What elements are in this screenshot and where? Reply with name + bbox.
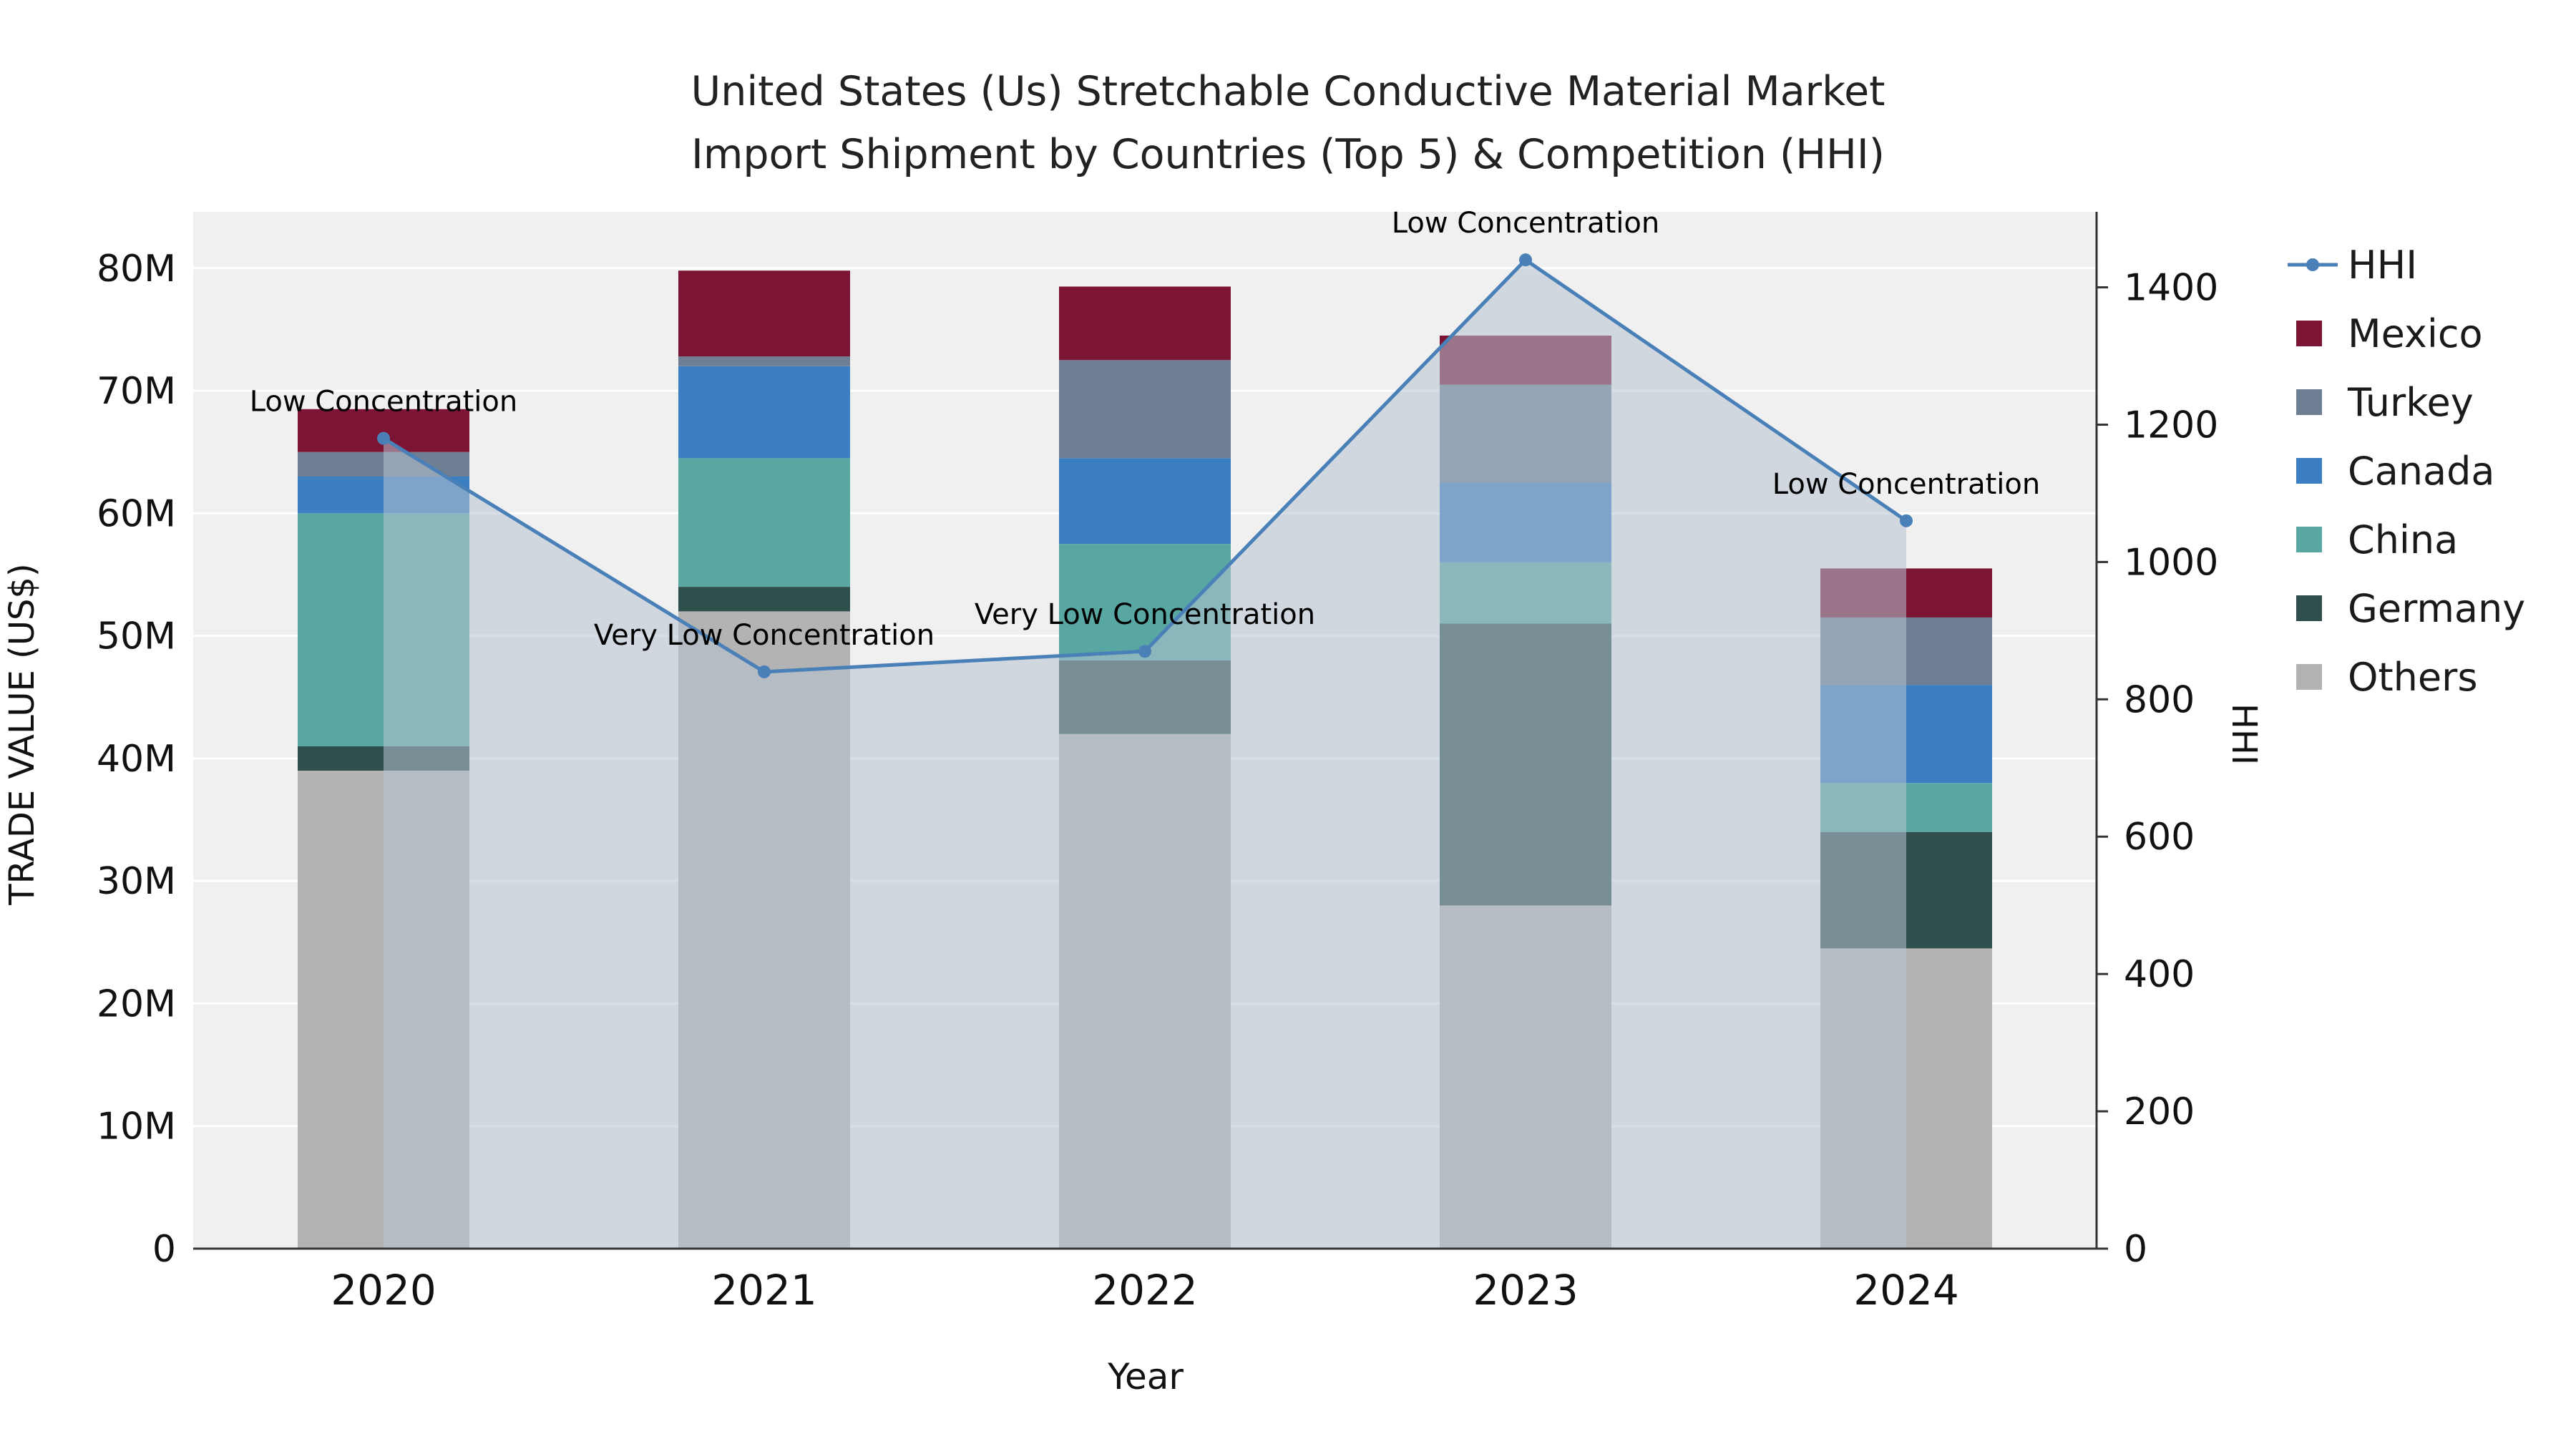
hhi-marker-2023[interactable]	[1519, 253, 1532, 267]
left-axis-tick-label: 0	[152, 1228, 176, 1271]
legend-square-marker-icon	[2286, 321, 2339, 346]
legend-color-swatch	[2296, 527, 2322, 552]
y-axis-title-left: TRADE VALUE (US$)	[2, 563, 42, 905]
chart-title-line-2: Import Shipment by Countries (Top 5) & C…	[691, 131, 1885, 178]
annotation-2024: Low Concentration	[1772, 468, 2040, 501]
legend-square-marker-icon	[2286, 664, 2339, 690]
legend-color-swatch	[2296, 664, 2322, 690]
legend-color-swatch	[2296, 321, 2322, 346]
x-axis-title: Year	[1108, 1356, 1184, 1397]
legend-label: Turkey	[2348, 379, 2474, 425]
left-axis-tick-label: 80M	[97, 248, 176, 291]
legend-square-marker-icon	[2286, 458, 2339, 484]
left-axis-tick-label: 60M	[97, 492, 176, 535]
legend-label: China	[2348, 517, 2459, 562]
legend-item-germany[interactable]: Germany	[2286, 574, 2525, 643]
x-axis-tick-label: 2020	[331, 1266, 436, 1314]
x-axis-tick-label: 2022	[1092, 1266, 1198, 1314]
legend-square-marker-icon	[2286, 527, 2339, 552]
legend-label: Others	[2348, 654, 2478, 700]
legend-item-canada[interactable]: Canada	[2286, 436, 2525, 505]
right-axis-tick-label: 1200	[2124, 404, 2218, 447]
x-axis-tick-label: 2021	[711, 1266, 817, 1314]
legend-item-turkey[interactable]: Turkey	[2286, 368, 2525, 436]
chart-title-line-1: United States (Us) Stretchable Conductiv…	[691, 68, 1885, 115]
x-axis-tick-label: 2024	[1853, 1266, 1959, 1314]
chart-title: United States (Us) Stretchable Conductiv…	[0, 60, 2576, 186]
legend-line-marker-icon	[2286, 255, 2339, 274]
bar-segment-turkey-2021[interactable]	[678, 356, 850, 366]
bar-segment-china-2021[interactable]	[678, 458, 850, 587]
legend: HHI Mexico Turkey Canada China Germany Others	[2286, 230, 2525, 711]
left-axis-tick-label: 20M	[97, 982, 176, 1025]
annotation-2022: Very Low Concentration	[975, 598, 1315, 631]
right-axis-tick-label: 400	[2124, 953, 2195, 996]
right-axis-tick-label: 1400	[2124, 267, 2218, 310]
bar-segment-germany-2021[interactable]	[678, 587, 850, 612]
legend-item-china[interactable]: China	[2286, 505, 2525, 574]
left-axis-tick-label: 30M	[97, 860, 176, 903]
right-axis-tick-label: 200	[2124, 1091, 2195, 1133]
legend-item-mexico[interactable]: Mexico	[2286, 299, 2525, 368]
legend-square-marker-icon	[2286, 595, 2339, 621]
legend-label: HHI	[2348, 242, 2418, 288]
bar-segment-turkey-2022[interactable]	[1059, 360, 1231, 459]
y-axis-title-right: HHI	[2224, 703, 2264, 766]
annotation-2023: Low Concentration	[1392, 207, 1659, 240]
bar-segment-canada-2022[interactable]	[1059, 458, 1231, 545]
legend-color-swatch	[2296, 389, 2322, 415]
right-axis-tick-label: 800	[2124, 678, 2195, 721]
legend-label: Germany	[2348, 585, 2526, 631]
bar-segment-mexico-2022[interactable]	[1059, 286, 1231, 361]
bar-segment-canada-2021[interactable]	[678, 366, 850, 459]
right-axis-tick-label: 1000	[2124, 541, 2218, 584]
legend-label: Canada	[2348, 448, 2495, 494]
left-axis-tick-label: 50M	[97, 615, 176, 658]
annotation-2021: Very Low Concentration	[594, 619, 935, 652]
right-axis-tick-label: 600	[2124, 816, 2195, 859]
x-axis-tick-label: 2023	[1473, 1266, 1579, 1314]
hhi-marker-2020[interactable]	[377, 431, 390, 445]
legend-item-hhi[interactable]: HHI	[2286, 230, 2525, 299]
legend-square-marker-icon	[2286, 389, 2339, 415]
left-axis-tick-label: 10M	[97, 1106, 176, 1148]
legend-color-swatch	[2296, 595, 2322, 621]
bar-segment-mexico-2021[interactable]	[678, 270, 850, 357]
annotation-2020: Low Concentration	[250, 386, 517, 419]
legend-color-swatch	[2296, 458, 2322, 484]
hhi-marker-2024[interactable]	[1900, 514, 1913, 527]
hhi-marker-2022[interactable]	[1138, 645, 1151, 658]
hhi-area	[384, 260, 1906, 1249]
left-axis-tick-label: 40M	[97, 738, 176, 781]
legend-item-others[interactable]: Others	[2286, 643, 2525, 711]
right-axis-tick-label: 0	[2124, 1228, 2147, 1271]
legend-label: Mexico	[2348, 311, 2483, 356]
left-axis-tick-label: 70M	[97, 370, 176, 413]
hhi-marker-2021[interactable]	[758, 665, 771, 678]
